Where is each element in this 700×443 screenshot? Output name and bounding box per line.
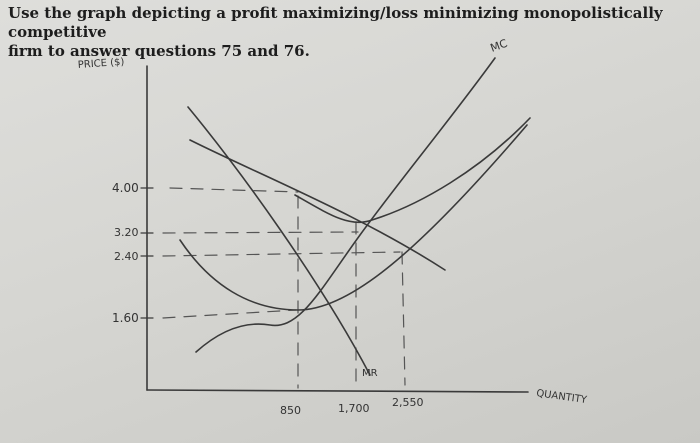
quantity-tick-2550: 2,550 <box>392 396 424 409</box>
mr-curve-label: MR <box>362 368 378 379</box>
question-text: Use the graph depicting a profit maximiz… <box>8 4 698 61</box>
x-axis-label: QUANTITY <box>536 388 589 406</box>
marginal-revenue-curve <box>187 106 371 376</box>
price-tick-2-40: 2.40 <box>114 250 139 263</box>
quantity-tick-850: 850 <box>280 404 301 417</box>
question-line-1: Use the graph depicting a profit maximiz… <box>8 4 663 41</box>
average-total-cost-curve <box>294 117 531 224</box>
price-tick-4-00: 4.00 <box>112 181 139 195</box>
price-tick-1-60: 1.60 <box>112 311 139 325</box>
guide-price-1-6 <box>162 309 297 319</box>
guide-price-3-2 <box>162 231 359 234</box>
demand-curve <box>189 139 446 271</box>
y-axis-label: PRICE ($) <box>77 57 124 71</box>
guide-quantity-2550 <box>401 251 406 386</box>
marginal-cost-curve <box>195 57 496 353</box>
average-variable-cost-curve <box>179 124 528 311</box>
mc-curve-label: MC <box>489 37 510 55</box>
question-line-2: firm to answer questions 75 and 76. <box>8 42 310 60</box>
price-tick-3-20: 3.20 <box>114 226 139 239</box>
guide-price-2-4 <box>162 251 401 257</box>
x-axis <box>146 389 529 393</box>
guide-price-4 <box>169 187 299 193</box>
quantity-tick-1700: 1,700 <box>338 402 370 415</box>
